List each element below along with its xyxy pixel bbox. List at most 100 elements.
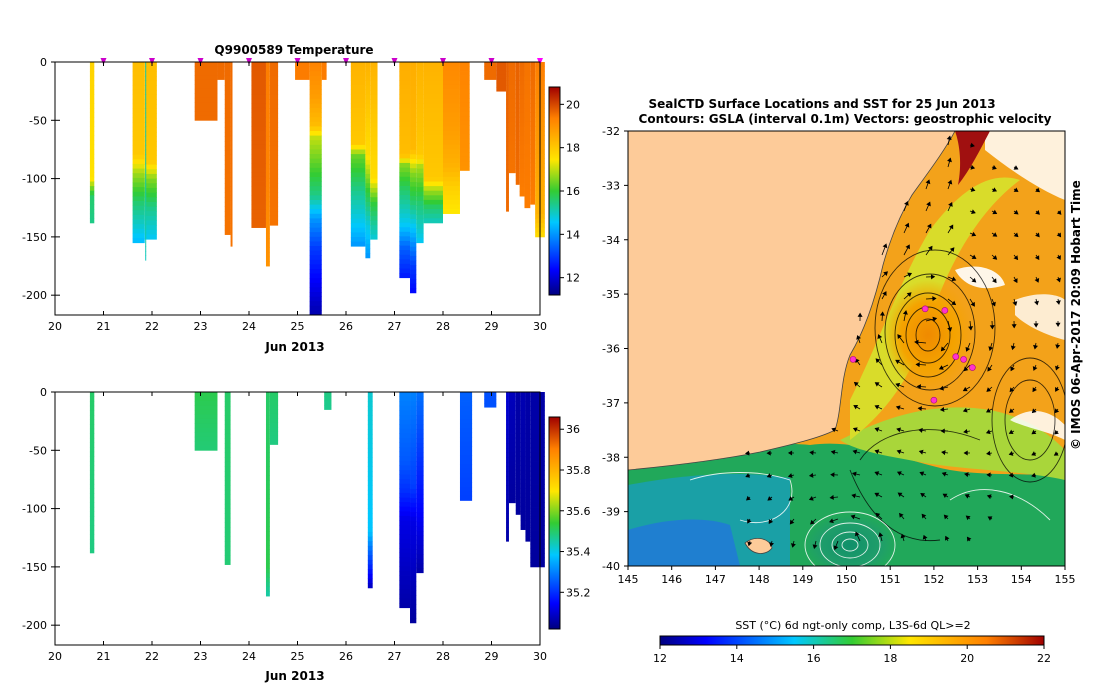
profile-cell	[367, 517, 373, 523]
profile-cell	[367, 433, 373, 440]
profile-23	[484, 62, 497, 80]
profile-cell	[321, 66, 327, 72]
profile-cell	[508, 475, 516, 481]
profile-cell	[144, 155, 157, 161]
profile-cell	[399, 575, 411, 581]
profile-cell	[265, 238, 270, 244]
profile-cell	[89, 497, 95, 503]
hot-coastal-strip	[955, 131, 990, 185]
profile-cell	[508, 140, 516, 146]
profile-cell	[508, 149, 516, 155]
profile-cell	[224, 419, 231, 426]
profile-cell	[324, 396, 332, 402]
profile-cell	[350, 195, 366, 201]
velocity-arrow	[1008, 451, 1015, 456]
profile-cell	[399, 112, 411, 118]
profile-cell	[251, 135, 266, 141]
profile-cell	[309, 158, 322, 164]
profile-cell	[224, 127, 231, 133]
profile-cell	[144, 183, 157, 189]
velocity-arrow	[918, 427, 927, 433]
salinity-panel: 20 21 22 23 24 25 26 27 28 29 30 0-50-100-150-200 …	[22, 386, 590, 683]
profile-cell	[519, 98, 525, 105]
profile-cell	[399, 488, 411, 494]
profile-cell	[194, 70, 218, 76]
profile-17	[530, 392, 545, 568]
profile-cell	[145, 94, 147, 100]
profile-cell	[269, 99, 279, 105]
profile-cell	[89, 186, 95, 192]
profile-cell	[515, 120, 520, 126]
velocity-arrow	[991, 209, 998, 215]
profile-cell	[530, 153, 536, 159]
profile-cell	[145, 112, 147, 118]
velocity-arrow	[1011, 320, 1017, 329]
profile-cell	[508, 498, 516, 504]
profile-cell	[459, 134, 470, 140]
profile-cell	[525, 466, 531, 472]
profile-cell	[416, 396, 424, 402]
profile-cell	[530, 419, 545, 425]
profile-cell	[230, 177, 233, 183]
profile-cell	[265, 540, 270, 546]
profile-cell	[269, 405, 279, 410]
profile-cell	[459, 428, 473, 434]
profile-cell	[525, 494, 531, 500]
profile-cell	[416, 424, 424, 430]
profile-cell	[367, 447, 373, 454]
seal-location-point	[952, 353, 960, 360]
profile-cell	[132, 168, 145, 174]
velocity-arrow	[896, 427, 905, 433]
profile-cell	[350, 172, 366, 178]
profile-cell	[399, 479, 411, 485]
profile-cell	[194, 392, 218, 397]
velocity-arrow	[1035, 210, 1040, 215]
velocity-arrow	[787, 473, 795, 478]
profile-cell	[459, 138, 470, 144]
lon-tick-label: 147	[705, 573, 726, 586]
profile-cell	[399, 447, 411, 453]
profile-cell	[520, 474, 526, 480]
profile-cell	[224, 136, 231, 142]
profile-cell	[410, 525, 417, 531]
profile-cell	[367, 401, 373, 407]
profile-cell	[265, 66, 270, 72]
profile-cell	[144, 131, 157, 138]
profile-cell	[194, 102, 218, 108]
profile-16	[525, 392, 531, 542]
velocity-arrow	[925, 296, 937, 302]
profile-cell	[443, 62, 460, 67]
profile-cell	[530, 107, 536, 113]
profile-cell	[443, 153, 460, 159]
profile-cell	[367, 461, 373, 468]
profile-cell	[309, 71, 322, 77]
profile-cell	[265, 447, 270, 453]
profile-cell	[350, 140, 366, 146]
profile-cell	[519, 135, 525, 141]
velocity-arrow	[831, 427, 839, 433]
profile-cell	[309, 204, 322, 210]
y-tick-label: -200	[22, 289, 47, 302]
seal-location-point	[960, 356, 967, 363]
velocity-arrow	[965, 342, 971, 352]
profile-cell	[506, 206, 509, 212]
profile-cell	[144, 127, 157, 133]
profile-cell	[350, 163, 366, 169]
profile-cell	[496, 70, 507, 75]
profile-13	[321, 62, 327, 80]
profile-cell	[365, 201, 371, 207]
velocity-arrow	[947, 157, 952, 168]
profile-cell	[265, 568, 270, 574]
profile-cell	[132, 159, 145, 165]
profile-cell	[520, 497, 526, 503]
profile-cell	[515, 432, 521, 438]
profile-cell	[530, 181, 536, 187]
profile-cell	[410, 191, 417, 197]
profile-cell	[515, 405, 521, 411]
profile-cell	[265, 535, 270, 541]
profile-cell	[410, 205, 417, 211]
velocity-arrow	[947, 202, 953, 212]
sst-colorbar-tick-label: 12	[653, 652, 667, 665]
profile-cell	[132, 228, 145, 234]
profile-cell	[508, 405, 516, 411]
